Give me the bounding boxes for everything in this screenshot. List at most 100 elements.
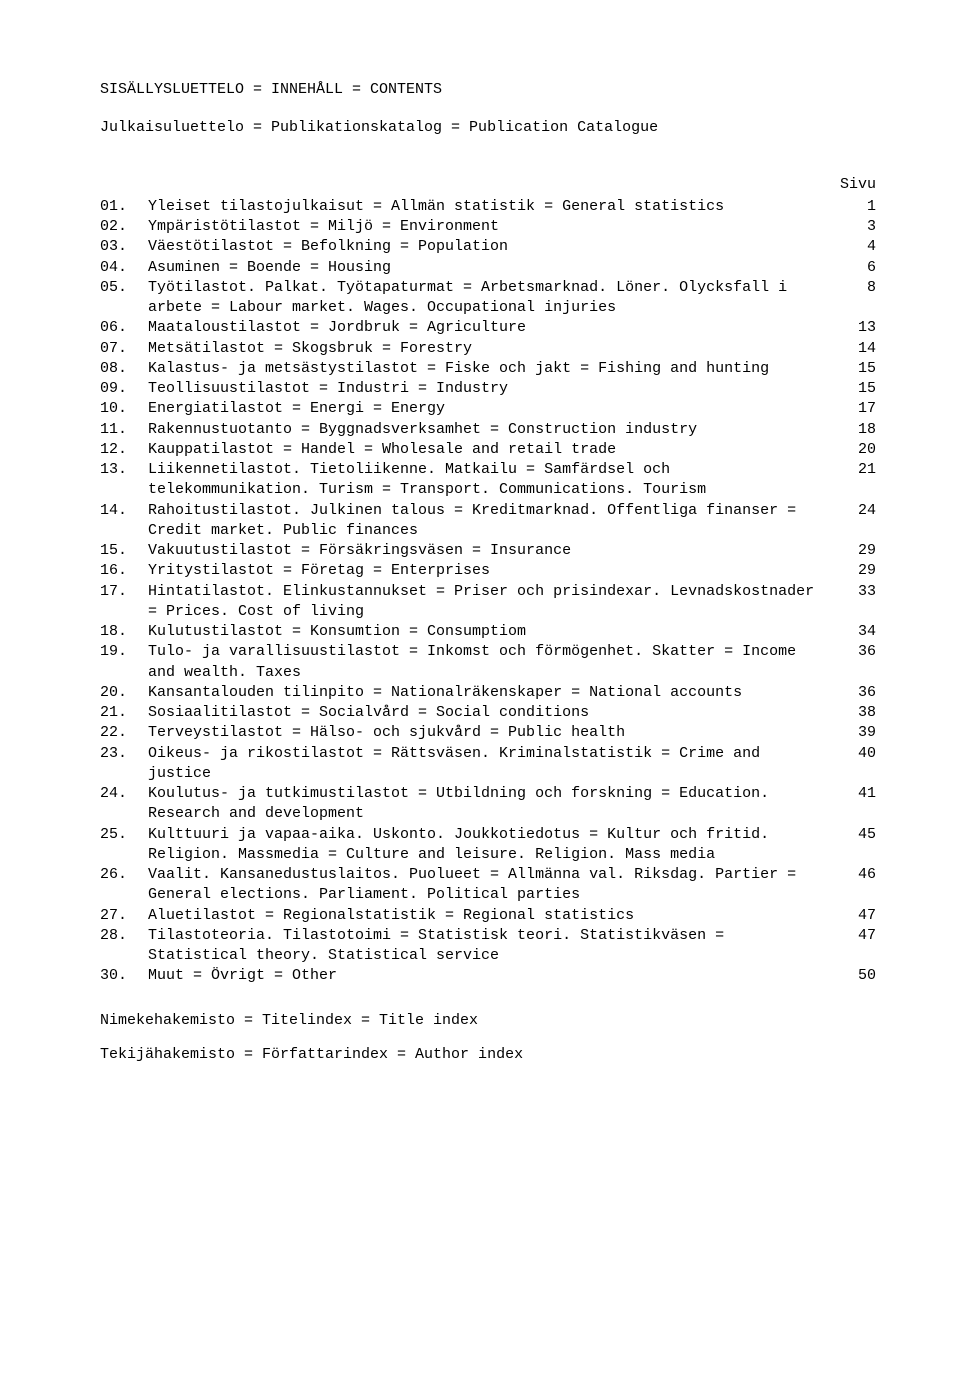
toc-number: 26.	[100, 865, 148, 885]
toc-text: Teollisuustilastot = Industri = Industry	[148, 379, 840, 399]
toc-number: 25.	[100, 825, 148, 845]
toc-text: Terveystilastot = Hälso- och sjukvård = …	[148, 723, 840, 743]
toc-number: 30.	[100, 966, 148, 986]
toc-text: Asuminen = Boende = Housing	[148, 258, 840, 278]
toc-row: 20.Kansantalouden tilinpito = Nationalrä…	[100, 683, 890, 703]
toc-number: 08.	[100, 359, 148, 379]
toc-row: 05.Työtilastot. Palkat. Työtapaturmat = …	[100, 278, 890, 319]
toc-number: 19.	[100, 642, 148, 662]
toc-number: 17.	[100, 582, 148, 602]
toc-text: Sosiaalitilastot = Socialvård = Social c…	[148, 703, 840, 723]
toc-number: 24.	[100, 784, 148, 804]
toc-row: 14.Rahoitustilastot. Julkinen talous = K…	[100, 501, 890, 542]
toc-row: 18.Kulutustilastot = Konsumtion = Consum…	[100, 622, 890, 642]
toc-page: 39	[840, 723, 890, 743]
toc-page: 29	[840, 541, 890, 561]
toc-number: 16.	[100, 561, 148, 581]
toc-text: Tilastoteoria. Tilastotoimi = Statistisk…	[148, 926, 840, 967]
author-index-line: Tekijähakemisto = Författarindex = Autho…	[100, 1045, 890, 1065]
toc-number: 04.	[100, 258, 148, 278]
toc-number: 02.	[100, 217, 148, 237]
toc-text: Vaalit. Kansanedustuslaitos. Puolueet = …	[148, 865, 840, 906]
toc-page: 36	[840, 642, 890, 662]
toc-text: Työtilastot. Palkat. Työtapaturmat = Arb…	[148, 278, 840, 319]
toc-page: 47	[840, 906, 890, 926]
toc-row: 27.Aluetilastot = Regionalstatistik = Re…	[100, 906, 890, 926]
toc-page: 46	[840, 865, 890, 885]
toc-page: 20	[840, 440, 890, 460]
toc-number: 22.	[100, 723, 148, 743]
toc-row: 24.Koulutus- ja tutkimustilastot = Utbil…	[100, 784, 890, 825]
toc-text: Rahoitustilastot. Julkinen talous = Kred…	[148, 501, 840, 542]
toc-text: Vakuutustilastot = Försäkringsväsen = In…	[148, 541, 840, 561]
toc-row: 16.Yritystilastot = Företag = Enterprise…	[100, 561, 890, 581]
toc-number: 27.	[100, 906, 148, 926]
toc-number: 06.	[100, 318, 148, 338]
toc-row: 13.Liikennetilastot. Tietoliikenne. Matk…	[100, 460, 890, 501]
toc-row: 06.Maataloustilastot = Jordbruk = Agricu…	[100, 318, 890, 338]
toc-row: 19.Tulo- ja varallisuustilastot = Inkoms…	[100, 642, 890, 683]
toc-text: Kauppatilastot = Handel = Wholesale and …	[148, 440, 840, 460]
toc-text: Kulttuuri ja vapaa-aika. Uskonto. Joukko…	[148, 825, 840, 866]
toc-row: 03.Väestötilastot = Befolkning = Populat…	[100, 237, 890, 257]
toc-page: 17	[840, 399, 890, 419]
toc-page: 38	[840, 703, 890, 723]
toc-row: 11.Rakennustuotanto = Byggnadsverksamhet…	[100, 420, 890, 440]
toc-row: 12.Kauppatilastot = Handel = Wholesale a…	[100, 440, 890, 460]
toc-row: 04.Asuminen = Boende = Housing6	[100, 258, 890, 278]
page-column-header: Sivu	[100, 175, 890, 195]
toc-text: Oikeus- ja rikostilastot = Rättsväsen. K…	[148, 744, 840, 785]
toc-page: 33	[840, 582, 890, 602]
toc-text: Rakennustuotanto = Byggnadsverksamhet = …	[148, 420, 840, 440]
toc-number: 01.	[100, 197, 148, 217]
toc-number: 23.	[100, 744, 148, 764]
toc-page: 29	[840, 561, 890, 581]
toc-number: 11.	[100, 420, 148, 440]
toc-number: 15.	[100, 541, 148, 561]
toc-number: 28.	[100, 926, 148, 946]
toc-page: 21	[840, 460, 890, 480]
toc-page: 18	[840, 420, 890, 440]
toc-row: 21.Sosiaalitilastot = Socialvård = Socia…	[100, 703, 890, 723]
toc-text: Yleiset tilastojulkaisut = Allmän statis…	[148, 197, 840, 217]
toc-page: 24	[840, 501, 890, 521]
toc-number: 03.	[100, 237, 148, 257]
toc-number: 07.	[100, 339, 148, 359]
toc-text: Tulo- ja varallisuustilastot = Inkomst o…	[148, 642, 840, 683]
toc-row: 08.Kalastus- ja metsästystilastot = Fisk…	[100, 359, 890, 379]
toc-row: 10.Energiatilastot = Energi = Energy17	[100, 399, 890, 419]
toc-row: 26.Vaalit. Kansanedustuslaitos. Puolueet…	[100, 865, 890, 906]
toc-row: 15.Vakuutustilastot = Försäkringsväsen =…	[100, 541, 890, 561]
toc-number: 14.	[100, 501, 148, 521]
toc-number: 18.	[100, 622, 148, 642]
toc-page: 8	[840, 278, 890, 298]
toc-text: Hintatilastot. Elinkustannukset = Priser…	[148, 582, 840, 623]
toc-page: 34	[840, 622, 890, 642]
toc-row: 09.Teollisuustilastot = Industri = Indus…	[100, 379, 890, 399]
toc-page: 14	[840, 339, 890, 359]
toc-text: Maataloustilastot = Jordbruk = Agricultu…	[148, 318, 840, 338]
toc-text: Koulutus- ja tutkimustilastot = Utbildni…	[148, 784, 840, 825]
toc-page: 6	[840, 258, 890, 278]
toc-number: 21.	[100, 703, 148, 723]
toc-text: Liikennetilastot. Tietoliikenne. Matkail…	[148, 460, 840, 501]
toc-text: Aluetilastot = Regionalstatistik = Regio…	[148, 906, 840, 926]
toc-page: 50	[840, 966, 890, 986]
toc-page: 1	[840, 197, 890, 217]
toc-text: Metsätilastot = Skogsbruk = Forestry	[148, 339, 840, 359]
toc-page: 3	[840, 217, 890, 237]
toc-page: 36	[840, 683, 890, 703]
toc-page: 45	[840, 825, 890, 845]
page-title: SISÄLLYSLUETTELO = INNEHÅLL = CONTENTS	[100, 80, 890, 100]
title-index-line: Nimekehakemisto = Titelindex = Title ind…	[100, 1011, 890, 1031]
toc-number: 09.	[100, 379, 148, 399]
table-of-contents: 01.Yleiset tilastojulkaisut = Allmän sta…	[100, 197, 890, 987]
subtitle: Julkaisuluettelo = Publikationskatalog =…	[100, 118, 890, 138]
toc-number: 12.	[100, 440, 148, 460]
toc-text: Yritystilastot = Företag = Enterprises	[148, 561, 840, 581]
toc-page: 41	[840, 784, 890, 804]
toc-number: 10.	[100, 399, 148, 419]
toc-page: 15	[840, 379, 890, 399]
toc-row: 30.Muut = Övrigt = Other50	[100, 966, 890, 986]
toc-number: 20.	[100, 683, 148, 703]
